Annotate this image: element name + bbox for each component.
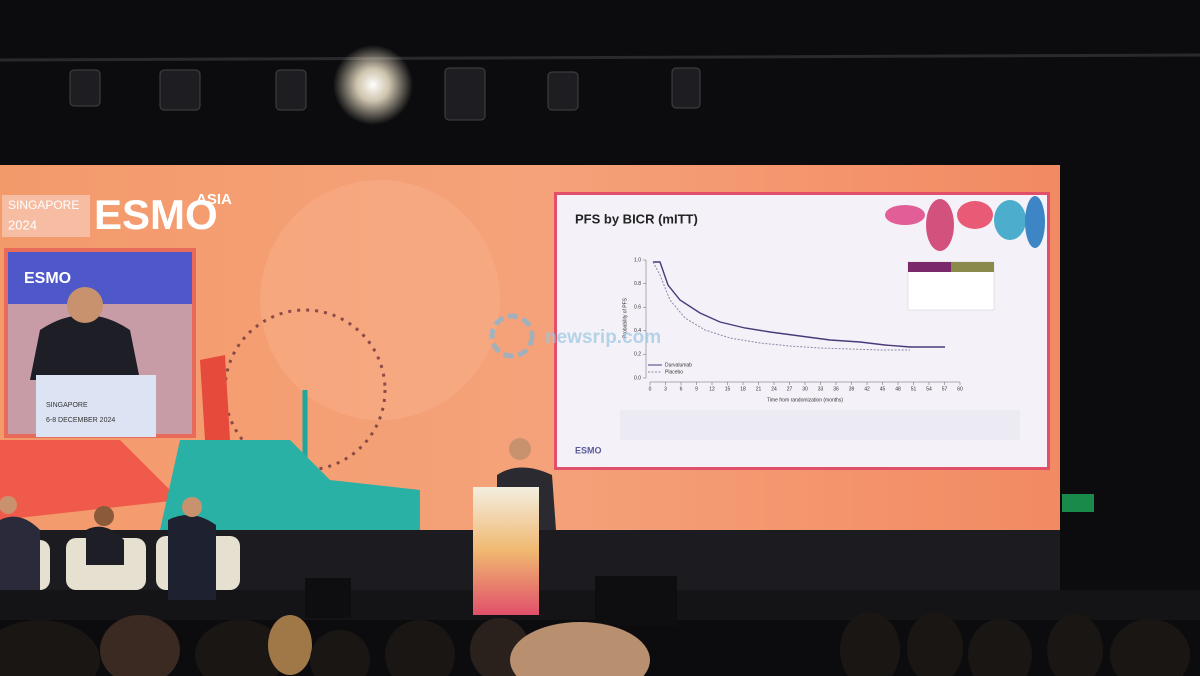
y-tick-label: 0.4 bbox=[634, 328, 641, 334]
x-axis-label: Time from randomization (months) bbox=[767, 397, 844, 403]
brand-name: ESMO bbox=[94, 191, 218, 238]
legend-label: Placebo bbox=[665, 369, 683, 375]
x-tick-label: 15 bbox=[725, 386, 731, 392]
monitor-speaker bbox=[595, 576, 677, 626]
y-tick-label: 0.0 bbox=[634, 375, 641, 381]
x-tick-label: 27 bbox=[787, 386, 793, 392]
risk-table bbox=[620, 410, 1020, 440]
inset-podium bbox=[36, 375, 156, 437]
brand-city: SINGAPORE bbox=[8, 198, 79, 212]
x-tick-label: 48 bbox=[895, 386, 901, 392]
spotlight bbox=[333, 45, 413, 125]
ferris-wheel bbox=[223, 308, 387, 472]
exit-sign bbox=[1062, 494, 1094, 512]
x-tick-label: 6 bbox=[680, 386, 683, 392]
monitor-speaker bbox=[305, 578, 351, 618]
inset-city: SINGAPORE bbox=[46, 402, 88, 409]
x-tick-label: 57 bbox=[942, 386, 948, 392]
km-plot: 0.00.20.40.60.81.00 3 6 9 12 15 18 21 24 27 30 33 36… bbox=[634, 257, 963, 392]
audience bbox=[0, 612, 1190, 676]
x-tick-label: 30 bbox=[802, 386, 808, 392]
inset-dates: 6-8 DECEMBER 2024 bbox=[46, 417, 115, 424]
y-tick-label: 0.6 bbox=[634, 305, 641, 311]
km-curve-placebo bbox=[652, 261, 910, 351]
inset-speaker-head bbox=[67, 287, 103, 323]
skyline bbox=[0, 440, 180, 520]
y-tick-label: 0.2 bbox=[634, 352, 641, 358]
x-tick-label: 36 bbox=[833, 386, 839, 392]
brand-year: 2024 bbox=[8, 217, 37, 232]
x-tick-label: 51 bbox=[911, 386, 917, 392]
speaker-head bbox=[509, 438, 531, 460]
x-tick-label: 60 bbox=[957, 386, 963, 392]
x-tick-label: 39 bbox=[849, 386, 855, 392]
x-tick-label: 12 bbox=[709, 386, 715, 392]
x-tick-label: 24 bbox=[771, 386, 777, 392]
truss bbox=[0, 53, 1200, 62]
slide-flower bbox=[885, 196, 1045, 251]
stats-header bbox=[908, 262, 951, 272]
x-tick-label: 18 bbox=[740, 386, 746, 392]
inset-speaker bbox=[30, 315, 140, 380]
stage-lights bbox=[69, 67, 701, 121]
x-tick-label: 45 bbox=[880, 386, 886, 392]
x-tick-label: 54 bbox=[926, 386, 932, 392]
stats-header bbox=[951, 262, 994, 272]
x-tick-label: 3 bbox=[664, 386, 667, 392]
watermark: newsrip.com bbox=[545, 327, 661, 348]
x-tick-label: 0 bbox=[649, 386, 652, 392]
slide-footer-brand: ESMO bbox=[575, 445, 602, 455]
podium bbox=[473, 487, 539, 615]
brand-region: ASIA bbox=[196, 191, 232, 208]
inset-brand: ESMO bbox=[24, 270, 71, 287]
panelists bbox=[0, 496, 240, 600]
legend-label: Durvalumab bbox=[665, 362, 692, 368]
y-tick-label: 1.0 bbox=[634, 257, 641, 263]
x-tick-label: 33 bbox=[818, 386, 824, 392]
x-tick-label: 42 bbox=[864, 386, 870, 392]
x-tick-label: 21 bbox=[756, 386, 762, 392]
brand-box bbox=[2, 195, 90, 237]
watermark-logo bbox=[489, 313, 535, 359]
slide-title: PFS by BICR (mITT) bbox=[575, 211, 698, 226]
skyline bbox=[200, 355, 230, 440]
y-axis-label: Probability of PFS bbox=[622, 297, 628, 338]
skyline bbox=[160, 440, 420, 530]
x-tick-label: 9 bbox=[695, 386, 698, 392]
km-curve-durvalumab bbox=[653, 261, 945, 348]
y-tick-label: 0.8 bbox=[634, 281, 641, 287]
decor bbox=[260, 180, 500, 420]
